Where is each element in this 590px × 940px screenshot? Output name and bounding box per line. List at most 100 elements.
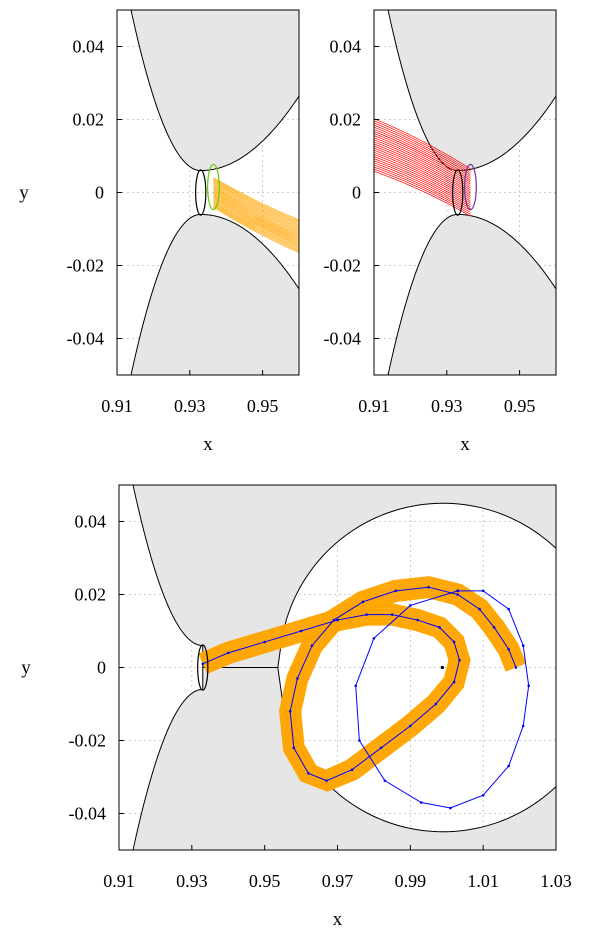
y-tick-label: 0.02	[75, 585, 107, 605]
tube-line	[374, 168, 471, 215]
x-tick-label: 1.03	[540, 871, 572, 891]
series-point	[456, 593, 459, 596]
series-point	[296, 677, 299, 680]
center-point	[440, 665, 444, 670]
tube-line	[213, 202, 299, 248]
tube-line	[200, 581, 522, 787]
series-point	[409, 724, 412, 728]
tube-line	[213, 182, 299, 226]
tube-line	[213, 201, 299, 247]
tube-line	[374, 141, 471, 190]
tube-line	[213, 191, 299, 236]
forbidden-region-top	[388, 10, 556, 171]
series-point	[365, 613, 368, 616]
zero-velocity-curve-lower	[132, 667, 556, 850]
series-point	[292, 746, 296, 750]
y-tick-label: -0.04	[67, 329, 105, 349]
y-tick-label: -0.04	[69, 804, 107, 824]
zero-velocity-curve-upper	[130, 10, 299, 172]
x-axis-label: x	[333, 909, 343, 930]
tube-line	[374, 149, 471, 198]
x-tick-label: 0.91	[101, 396, 133, 416]
tube-line	[213, 178, 299, 222]
series-point	[507, 607, 510, 611]
series-point	[226, 651, 230, 655]
y-tick-label: -0.02	[69, 731, 107, 751]
series-point	[299, 629, 303, 633]
tube-line	[199, 580, 523, 788]
tube-line	[374, 145, 471, 194]
series-point	[263, 640, 266, 644]
tube-line	[374, 135, 471, 185]
tube-line	[374, 164, 471, 211]
chart-panel-top-left: 0.91 0.93 0.95 0.04 0.02 0 -0.02 -0.04 x y	[19, 9, 300, 455]
series-point	[481, 589, 485, 593]
series-point	[201, 662, 205, 666]
tube-line	[213, 195, 299, 240]
y-axis-label: y	[21, 658, 31, 679]
y-tick-label: -0.04	[324, 329, 362, 349]
x-tick-label: 0.91	[358, 396, 390, 416]
y-tick-label: 0.04	[75, 512, 107, 532]
y-tick-label: -0.02	[324, 256, 362, 276]
tube-line	[374, 139, 471, 189]
tube-line	[213, 206, 299, 254]
tube-line	[213, 196, 299, 242]
series-point	[521, 724, 525, 728]
x-tick-label: 1.01	[467, 871, 499, 891]
tube-line	[213, 190, 299, 235]
trajectory-tube	[213, 177, 299, 254]
x-tick-label: 0.91	[103, 871, 135, 891]
y-tick-label: 0.04	[330, 37, 362, 57]
y-tick-label: -0.02	[67, 256, 105, 276]
x-axis-label: x	[460, 434, 470, 455]
tube-line	[213, 188, 299, 233]
end-ellipse	[464, 163, 477, 211]
tube-line	[374, 156, 471, 204]
series-point	[449, 806, 452, 810]
series-point	[452, 680, 456, 684]
tube-line	[374, 118, 471, 170]
x-tick-label: 0.97	[322, 871, 354, 891]
tube-line	[198, 577, 526, 791]
x-tick-label: 0.95	[504, 396, 536, 416]
tube-line	[206, 595, 509, 773]
series-point	[372, 637, 376, 640]
plot-area	[132, 485, 556, 850]
tube-line	[374, 166, 471, 213]
series-point	[438, 626, 441, 629]
tube-line	[374, 162, 471, 209]
tube-line	[213, 199, 299, 246]
series-point	[492, 626, 496, 629]
neck-ellipse	[452, 169, 464, 216]
tube-line	[204, 591, 512, 777]
tube-line	[213, 180, 299, 225]
x-tick-label: 0.95	[249, 871, 281, 891]
tube-line	[374, 126, 471, 177]
tube-line	[374, 137, 471, 187]
series-point	[427, 585, 430, 589]
tube-line	[374, 122, 471, 173]
neck-ellipse	[197, 644, 209, 691]
tube-line	[374, 154, 471, 202]
forbidden-region-bottom	[133, 667, 556, 850]
tube-line	[374, 143, 471, 192]
tube-line	[213, 179, 299, 223]
y-tick-label: 0.02	[73, 110, 105, 130]
series-point	[409, 604, 412, 607]
series-point	[434, 702, 438, 706]
series-point	[507, 647, 510, 651]
tube-line	[374, 124, 471, 175]
tube-line	[213, 185, 299, 230]
tube-line	[374, 158, 471, 206]
chart-panel-top-right: 0.91 0.93 0.95 0.04 0.02 0 -0.02 -0.04 x	[324, 9, 557, 455]
neck-ellipse	[195, 169, 207, 216]
forbidden-region-bottom	[388, 214, 556, 375]
tube-line	[201, 583, 520, 784]
end-ellipse	[207, 163, 220, 211]
y-tick-label: 0	[352, 183, 361, 203]
tube-line	[213, 197, 299, 243]
series-point	[288, 710, 292, 713]
tube-line	[374, 152, 471, 200]
trajectory-tube	[374, 118, 471, 217]
